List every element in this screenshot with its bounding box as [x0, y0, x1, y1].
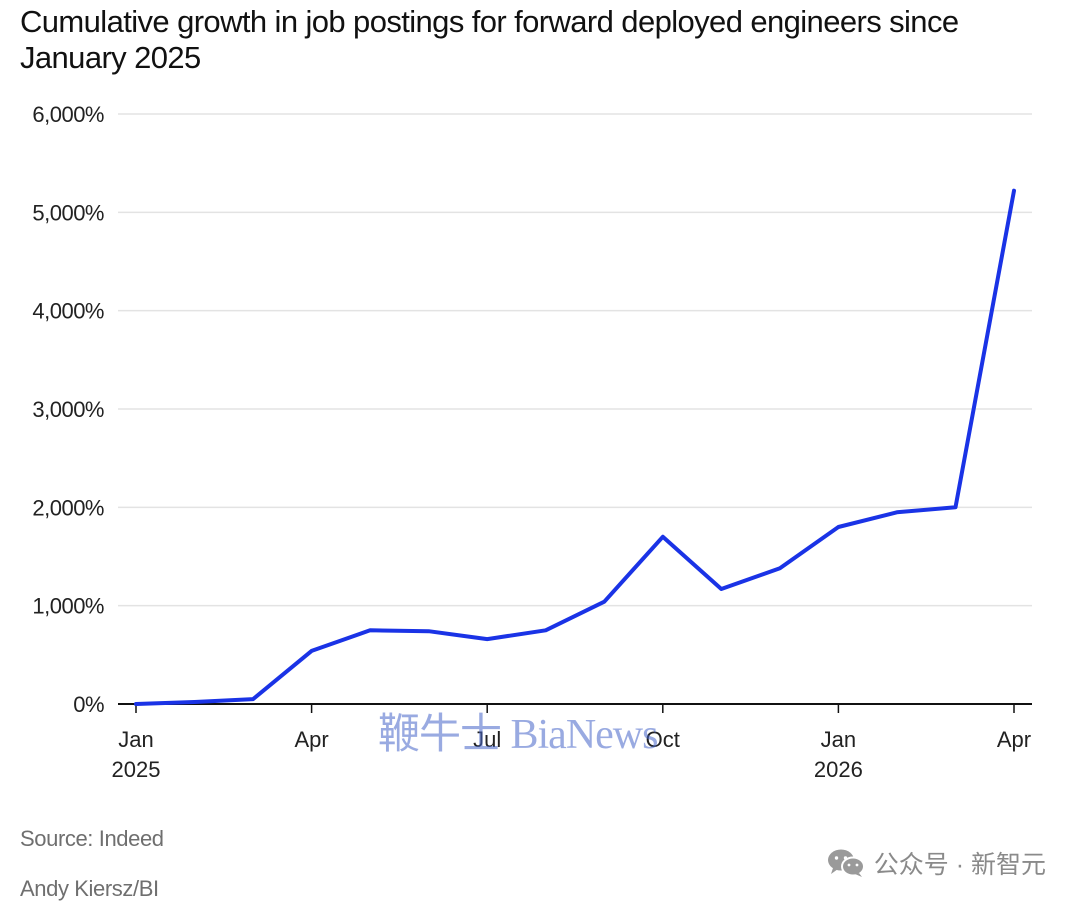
- data-point: [485, 637, 489, 641]
- y-tick-label: 4,000%: [32, 299, 104, 324]
- wechat-account: 公众号 · 新智元: [826, 845, 1046, 881]
- data-point: [193, 700, 197, 704]
- x-tick-label: Apr: [997, 727, 1031, 752]
- watermark-logo: 鞭牛士 BiaNews: [378, 712, 658, 758]
- data-point: [953, 505, 957, 509]
- data-point: [427, 629, 431, 633]
- x-tick-label: Jan: [118, 727, 153, 752]
- y-tick-label: 2,000%: [32, 495, 104, 520]
- x-tick-label: Apr: [294, 727, 328, 752]
- y-tick-label: 1,000%: [32, 594, 104, 619]
- x-tick-label: Jan: [821, 727, 856, 752]
- x-tick-year-label: 2025: [112, 757, 161, 782]
- data-point: [544, 628, 548, 632]
- x-axis: Jan 2025 Apr Jul Oct Jan 2026 Apr: [112, 703, 1032, 782]
- data-point: [719, 587, 723, 591]
- series-group: [134, 188, 1016, 706]
- data-point: [778, 566, 782, 570]
- data-point: [661, 535, 665, 539]
- y-axis-ticks: 0% 1,000% 2,000% 3,000% 4,000% 5,000% 6,000%: [32, 102, 104, 717]
- series-line: [134, 188, 1016, 706]
- chart-title: Cumulative growth in job postings for fo…: [20, 4, 959, 75]
- y-tick-label: 0%: [73, 692, 104, 717]
- x-tick-label: Jul: [473, 727, 501, 752]
- wechat-label: 公众号 · 新智元: [873, 851, 1046, 879]
- source-note: Source: Indeed: [20, 826, 164, 851]
- x-tick-year-label: 2026: [814, 757, 863, 782]
- data-point: [368, 628, 372, 632]
- wechat-icon: [827, 849, 865, 877]
- y-tick-label: 6,000%: [32, 102, 104, 127]
- data-point: [1012, 189, 1016, 193]
- data-point: [310, 649, 314, 653]
- data-point: [134, 702, 138, 706]
- x-tick-label: Oct: [646, 727, 680, 752]
- y-tick-label: 5,000%: [32, 200, 104, 225]
- gridlines: [118, 113, 1032, 607]
- author-credit: Andy Kiersz/BI: [20, 876, 159, 901]
- data-point: [895, 510, 899, 514]
- data-point: [602, 600, 606, 604]
- data-point: [251, 697, 255, 701]
- data-point: [836, 525, 840, 529]
- y-tick-label: 3,000%: [32, 397, 104, 422]
